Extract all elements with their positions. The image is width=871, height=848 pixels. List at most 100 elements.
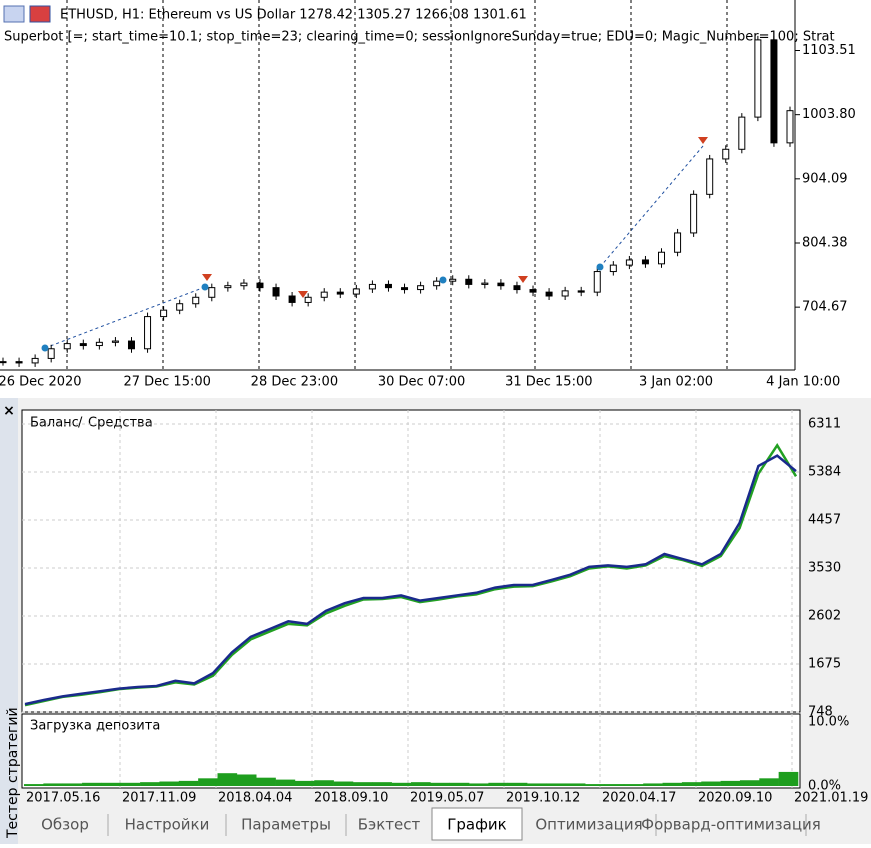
candle xyxy=(272,287,280,297)
candle xyxy=(63,343,71,350)
candle xyxy=(384,283,392,289)
candle xyxy=(658,251,666,265)
tab[interactable]: Форвард-оптимизация xyxy=(641,816,821,834)
tab[interactable]: Настройки xyxy=(125,816,210,834)
candle xyxy=(111,340,119,343)
candle xyxy=(529,289,537,293)
load-bar xyxy=(352,782,373,786)
candle xyxy=(690,193,698,234)
y-tick-label: 10.0% xyxy=(808,715,849,730)
load-bar xyxy=(372,782,392,786)
candle xyxy=(577,290,585,293)
load-bar xyxy=(275,779,296,786)
x-tick-label: 30 Dec 07:00 xyxy=(378,375,465,390)
y-tick-label: 704.67 xyxy=(802,300,848,315)
tab[interactable]: Оптимизация xyxy=(535,816,642,834)
tab[interactable]: Обзор xyxy=(41,816,89,834)
candle xyxy=(95,341,103,347)
candle xyxy=(240,282,248,287)
load-bar xyxy=(314,780,334,786)
load-bar xyxy=(662,782,683,786)
y-tick-label: 1675 xyxy=(808,657,841,672)
tab[interactable]: Бэктест xyxy=(358,816,421,834)
tab-active xyxy=(431,807,523,841)
candle xyxy=(79,343,87,347)
x-tick-label: 2017.11.09 xyxy=(122,791,196,806)
buy-mark xyxy=(596,263,604,271)
load-bar xyxy=(217,773,238,786)
series-line xyxy=(24,454,797,706)
load-bar xyxy=(101,782,122,786)
candle xyxy=(754,39,762,118)
side-bar xyxy=(0,398,18,844)
candle xyxy=(706,158,714,195)
y-tick-label: 1003.80 xyxy=(802,107,856,122)
candle xyxy=(352,288,360,295)
load-bar xyxy=(701,781,721,786)
candle xyxy=(160,309,168,318)
candle xyxy=(256,282,264,289)
buy-mark xyxy=(201,283,209,291)
candle xyxy=(208,287,216,298)
y-tick-label: 4457 xyxy=(808,512,841,527)
candle xyxy=(641,259,649,265)
chart-title: ETHUSD, H1: Ethereum vs US Dollar 1278.4… xyxy=(60,8,527,23)
load-bar xyxy=(256,777,276,786)
sell-arrow xyxy=(298,291,308,298)
y-tick-label: 904.09 xyxy=(802,171,848,186)
candle xyxy=(433,280,441,287)
panel-title: Тестер стратегий xyxy=(5,707,21,839)
load-bar xyxy=(430,782,450,786)
candle xyxy=(368,283,376,290)
candle xyxy=(401,287,409,291)
close-button[interactable]: × xyxy=(3,403,15,419)
load-bar xyxy=(778,771,799,786)
legend-balance: Баланс xyxy=(30,416,79,431)
candle xyxy=(738,116,746,150)
load-bar xyxy=(739,780,760,786)
tab[interactable]: Параметры xyxy=(241,816,331,834)
candle xyxy=(513,285,521,291)
x-tick-label: 2020.04.17 xyxy=(602,791,676,806)
tab[interactable]: График xyxy=(447,816,507,834)
x-tick-label: 31 Dec 15:00 xyxy=(505,375,592,390)
load-plot xyxy=(21,713,801,789)
candle xyxy=(465,278,473,285)
candle xyxy=(47,348,55,359)
load-bar xyxy=(449,782,470,786)
y-tick-label: 6311 xyxy=(808,416,841,431)
icon xyxy=(29,5,51,23)
candle xyxy=(770,39,778,144)
candle xyxy=(288,295,296,303)
load-bar xyxy=(546,783,567,786)
candle xyxy=(722,148,730,160)
load-bar xyxy=(720,780,741,786)
candle xyxy=(417,285,425,291)
candle xyxy=(31,357,39,364)
sell-arrow xyxy=(518,276,528,283)
load-bar xyxy=(120,782,141,786)
load-title: Загрузка депозита xyxy=(30,719,160,734)
load-bar xyxy=(643,783,663,786)
candle xyxy=(481,282,489,285)
load-bar xyxy=(198,778,218,786)
candle xyxy=(674,232,682,253)
icon xyxy=(3,5,25,23)
candle xyxy=(320,291,328,298)
x-tick-label: 3 Jan 02:00 xyxy=(639,375,713,390)
y-tick-label: 3530 xyxy=(808,560,841,575)
candle xyxy=(192,296,200,305)
x-tick-label: 26 Dec 2020 xyxy=(0,375,82,390)
sell-arrow xyxy=(202,274,212,281)
y-tick-label: 5384 xyxy=(808,464,841,479)
x-tick-label: 28 Dec 23:00 xyxy=(251,375,338,390)
load-bar xyxy=(488,782,509,786)
candle xyxy=(593,271,601,293)
candle xyxy=(336,291,344,295)
x-tick-label: 2019.05.07 xyxy=(410,791,484,806)
load-bar xyxy=(82,782,102,786)
load-bar xyxy=(527,783,547,786)
buy-mark xyxy=(41,344,49,352)
load-bar xyxy=(623,784,644,786)
